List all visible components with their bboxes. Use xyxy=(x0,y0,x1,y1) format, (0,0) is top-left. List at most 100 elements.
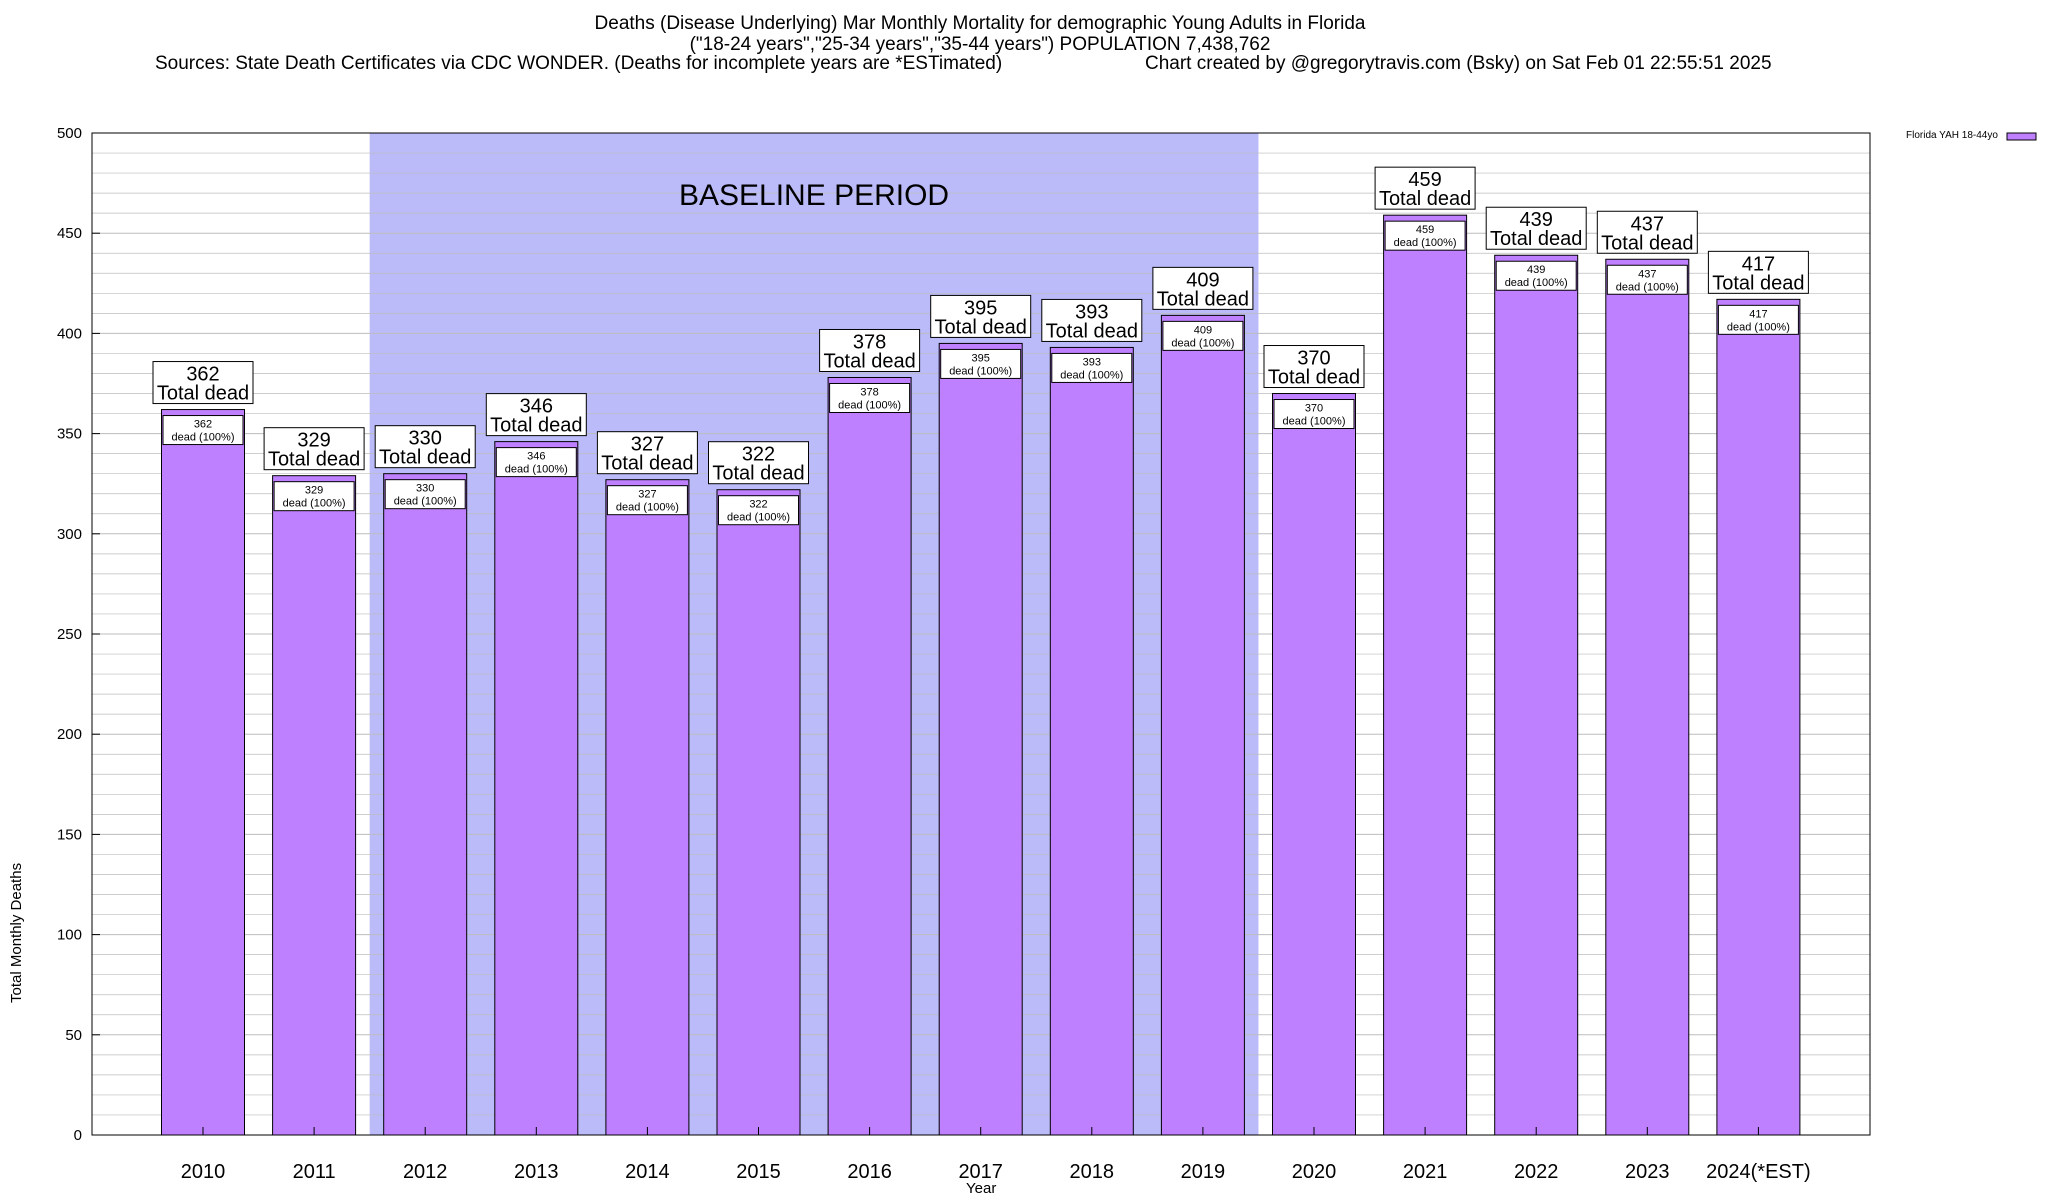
bar-inner-label: dead (100%) xyxy=(1171,337,1234,349)
bar-inner-label: dead (100%) xyxy=(1283,416,1346,428)
bar-total-value: 330 xyxy=(409,428,442,450)
y-tick-label: 350 xyxy=(57,426,82,443)
bar xyxy=(938,342,1023,1136)
legend-swatch xyxy=(2006,132,2037,141)
y-tick-label: 0 xyxy=(74,1127,82,1144)
x-tick-label: 2021 xyxy=(1403,1161,1448,1183)
bar-total-label: Total dead xyxy=(379,447,471,469)
bar-inner-label-box xyxy=(1606,264,1688,295)
bar-total-value: 378 xyxy=(853,331,886,353)
bar-total-value: 439 xyxy=(1520,209,1553,231)
x-tick-label: 2016 xyxy=(847,1161,892,1183)
bar-total-value: 362 xyxy=(186,364,219,386)
x-tick-label: 2024(*EST) xyxy=(1706,1161,1811,1183)
bar-total-label: Total dead xyxy=(1379,188,1471,210)
bar-inner-value: 378 xyxy=(860,386,878,398)
bar-inner-value: 439 xyxy=(1527,264,1545,276)
bar xyxy=(1049,346,1134,1136)
bar-total-value: 437 xyxy=(1631,213,1664,235)
bar-total-label-box xyxy=(1152,266,1254,310)
bar-total-label: Total dead xyxy=(1490,228,1582,250)
x-tick-label: 2012 xyxy=(403,1161,448,1183)
bar-inner-value: 437 xyxy=(1638,268,1656,280)
bar-inner-label-box xyxy=(718,495,799,526)
bar xyxy=(1716,298,1801,1136)
bar-total-label-box xyxy=(1485,206,1587,250)
bar-inner-value: 329 xyxy=(305,485,323,497)
bar-inner-label: dead (100%) xyxy=(616,502,679,514)
x-tick-label: 2022 xyxy=(1514,1161,1559,1183)
y-tick-label: 250 xyxy=(57,626,82,643)
bar-inner-label-box xyxy=(384,479,466,510)
bar-total-value: 459 xyxy=(1408,169,1441,191)
bar-total-label-box xyxy=(263,427,365,471)
y-axis-label: Total Monthly Deaths xyxy=(8,862,25,1003)
bar-total-label: Total dead xyxy=(601,453,693,475)
bar-inner-label-box xyxy=(940,348,1022,379)
x-tick-label: 2010 xyxy=(181,1161,226,1183)
x-tick-label: 2014 xyxy=(625,1161,670,1183)
bar-inner-value: 327 xyxy=(638,489,656,501)
bar xyxy=(1272,393,1356,1136)
bar-inner-label: dead (100%) xyxy=(949,365,1012,377)
bar-total-label-box xyxy=(1374,166,1476,210)
bar xyxy=(1494,254,1579,1136)
x-axis-label: Year xyxy=(966,1180,997,1197)
bar-total-label: Total dead xyxy=(268,449,360,471)
bar xyxy=(827,376,912,1136)
bar xyxy=(605,479,690,1136)
bar-inner-label-box xyxy=(606,485,688,516)
bar-inner-value: 330 xyxy=(416,483,434,495)
bar-total-label-box xyxy=(930,294,1032,338)
bar-inner-label-box xyxy=(495,447,577,478)
bar-inner-label: dead (100%) xyxy=(394,496,457,508)
x-tick-label: 2017 xyxy=(958,1161,1003,1183)
y-tick-label: 200 xyxy=(57,726,82,743)
legend-label: Florida YAH 18-44yo xyxy=(1906,130,1998,141)
baseline-label: BASELINE PERIOD xyxy=(679,179,949,212)
bar xyxy=(1605,258,1690,1136)
chart-subtitle: ("18-24 years","25-34 years","35-44 year… xyxy=(689,34,1271,55)
bar-inner-value: 395 xyxy=(972,352,990,364)
chart-sources: Sources: State Death Certificates via CD… xyxy=(155,53,1003,74)
bar-inner-label-box xyxy=(1717,304,1799,335)
bar-inner-label-box xyxy=(162,415,244,446)
bar-total-label: Total dead xyxy=(823,350,915,372)
bar-inner-label-box xyxy=(829,382,911,413)
y-tick-label: 150 xyxy=(57,826,82,843)
plot-border xyxy=(91,132,1871,1136)
bar xyxy=(716,489,801,1136)
bar xyxy=(272,475,357,1136)
bar-total-value: 395 xyxy=(964,297,997,319)
bar xyxy=(494,441,579,1136)
bar-inner-label: dead (100%) xyxy=(1505,277,1568,289)
bar-total-value: 327 xyxy=(631,434,664,456)
bar-total-label-box xyxy=(1041,298,1143,342)
bar-total-label-box xyxy=(1707,250,1809,294)
bar-total-value: 417 xyxy=(1742,253,1775,275)
bar-total-label: Total dead xyxy=(1712,272,1804,294)
bar-total-label-box xyxy=(152,361,254,405)
chart-credit: Chart created by @gregorytravis.com (Bsk… xyxy=(1145,53,1772,74)
chart-title: Deaths (Disease Underlying) Mar Monthly … xyxy=(594,13,1366,34)
bar-inner-label: dead (100%) xyxy=(172,432,235,444)
bar-inner-value: 409 xyxy=(1194,324,1212,336)
bar-inner-label: dead (100%) xyxy=(1060,369,1123,381)
y-tick-label: 100 xyxy=(57,927,82,944)
bar-inner-label: dead (100%) xyxy=(838,399,901,411)
bar-inner-value: 459 xyxy=(1416,224,1434,236)
bar-total-value: 346 xyxy=(520,396,553,418)
bar-total-label: Total dead xyxy=(935,316,1027,338)
x-tick-label: 2018 xyxy=(1070,1161,1115,1183)
bar xyxy=(1383,214,1468,1136)
bar-inner-value: 322 xyxy=(749,499,767,511)
bar-inner-value: 417 xyxy=(1749,308,1767,320)
bar-total-label-box xyxy=(819,328,921,372)
bar-total-label: Total dead xyxy=(490,415,582,437)
bar-inner-value: 346 xyxy=(527,451,545,463)
bar-inner-value: 362 xyxy=(194,419,212,431)
bar-inner-label: dead (100%) xyxy=(505,464,568,476)
bar-inner-label: dead (100%) xyxy=(283,498,346,510)
bar-inner-label: dead (100%) xyxy=(1616,281,1679,293)
